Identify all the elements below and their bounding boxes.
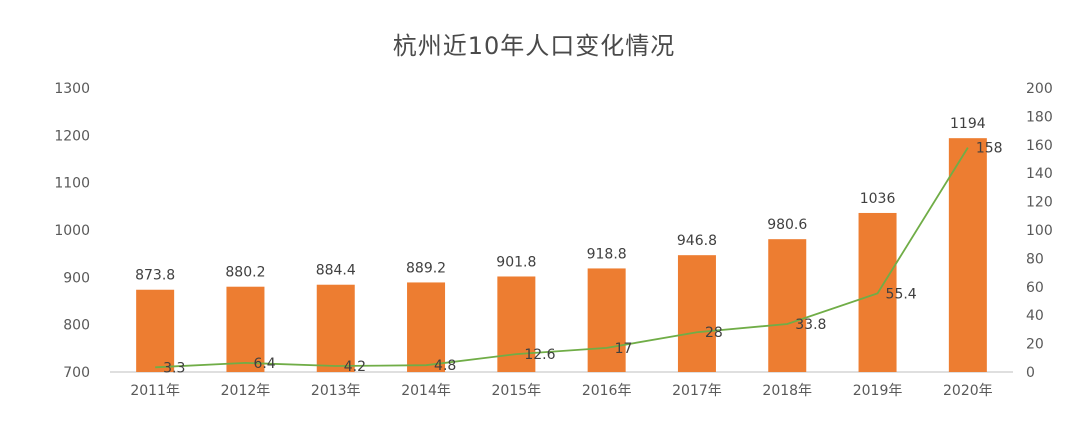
y-right-tick-label: 0 <box>1026 365 1035 381</box>
y-right-tick-label: 120 <box>1026 195 1053 211</box>
line-data-label: 3.3 <box>163 360 185 376</box>
x-tick-label: 2014年 <box>401 383 451 399</box>
bar <box>587 268 626 372</box>
x-tick-label: 2011年 <box>130 383 180 399</box>
bar-data-label: 918.8 <box>587 246 627 262</box>
x-tick-label: 2020年 <box>943 383 993 399</box>
y-left-tick-label: 1000 <box>54 223 90 239</box>
y-left-tick-label: 900 <box>63 270 90 286</box>
bar-data-label: 901.8 <box>496 254 536 270</box>
x-tick-label: 2013年 <box>311 383 361 399</box>
bar <box>316 284 355 372</box>
bar-data-label: 880.2 <box>225 265 265 281</box>
x-tick-label: 2017年 <box>672 383 722 399</box>
bar <box>407 282 446 372</box>
bar-data-label: 1036 <box>860 191 896 207</box>
chart-title: 杭州近10年人口变化情况 <box>392 32 676 60</box>
y-left-tick-label: 1200 <box>54 128 90 144</box>
bar-data-label: 873.8 <box>135 268 175 284</box>
y-left-tick-label: 700 <box>63 365 90 381</box>
bar <box>136 289 175 372</box>
y-left-tick-label: 800 <box>63 318 90 334</box>
y-right-tick-label: 180 <box>1026 109 1053 125</box>
line-data-label: 158 <box>976 141 1003 157</box>
bar-data-label: 946.8 <box>677 233 717 249</box>
line-data-label: 4.8 <box>434 358 456 374</box>
line-data-label: 55.4 <box>886 286 917 302</box>
bar-data-label: 980.6 <box>767 217 807 233</box>
line-data-label: 33.8 <box>795 317 826 333</box>
line-data-label: 4.2 <box>344 359 366 375</box>
y-right-tick-label: 60 <box>1026 280 1044 296</box>
x-tick-label: 2019年 <box>853 383 903 399</box>
line-data-label: 17 <box>615 341 633 357</box>
y-right-tick-label: 140 <box>1026 166 1053 182</box>
line-series <box>155 147 969 369</box>
bar-data-label: 1194 <box>950 116 986 132</box>
bar <box>226 286 265 372</box>
y-right-tick-label: 20 <box>1026 337 1044 353</box>
line-data-label: 12.6 <box>524 347 555 363</box>
x-tick-label: 2018年 <box>762 383 812 399</box>
y-left-tick-label: 1300 <box>54 81 90 97</box>
bar <box>677 255 716 372</box>
y-right-tick-label: 200 <box>1026 81 1053 97</box>
bar <box>948 138 987 372</box>
bar-data-label: 884.4 <box>316 263 356 279</box>
x-tick-label: 2016年 <box>582 383 632 399</box>
line-data-label: 6.4 <box>253 356 275 372</box>
y-right-tick-label: 160 <box>1026 138 1053 154</box>
x-tick-label: 2015年 <box>492 383 542 399</box>
bar <box>768 239 807 372</box>
bar-data-label: 889.2 <box>406 260 446 276</box>
y-right-tick-label: 100 <box>1026 223 1053 239</box>
line-data-label: 28 <box>705 325 723 341</box>
y-right-tick-label: 80 <box>1026 251 1044 267</box>
y-right-tick-label: 40 <box>1026 308 1044 324</box>
x-tick-label: 2012年 <box>221 383 271 399</box>
y-left-tick-label: 1100 <box>54 176 90 192</box>
